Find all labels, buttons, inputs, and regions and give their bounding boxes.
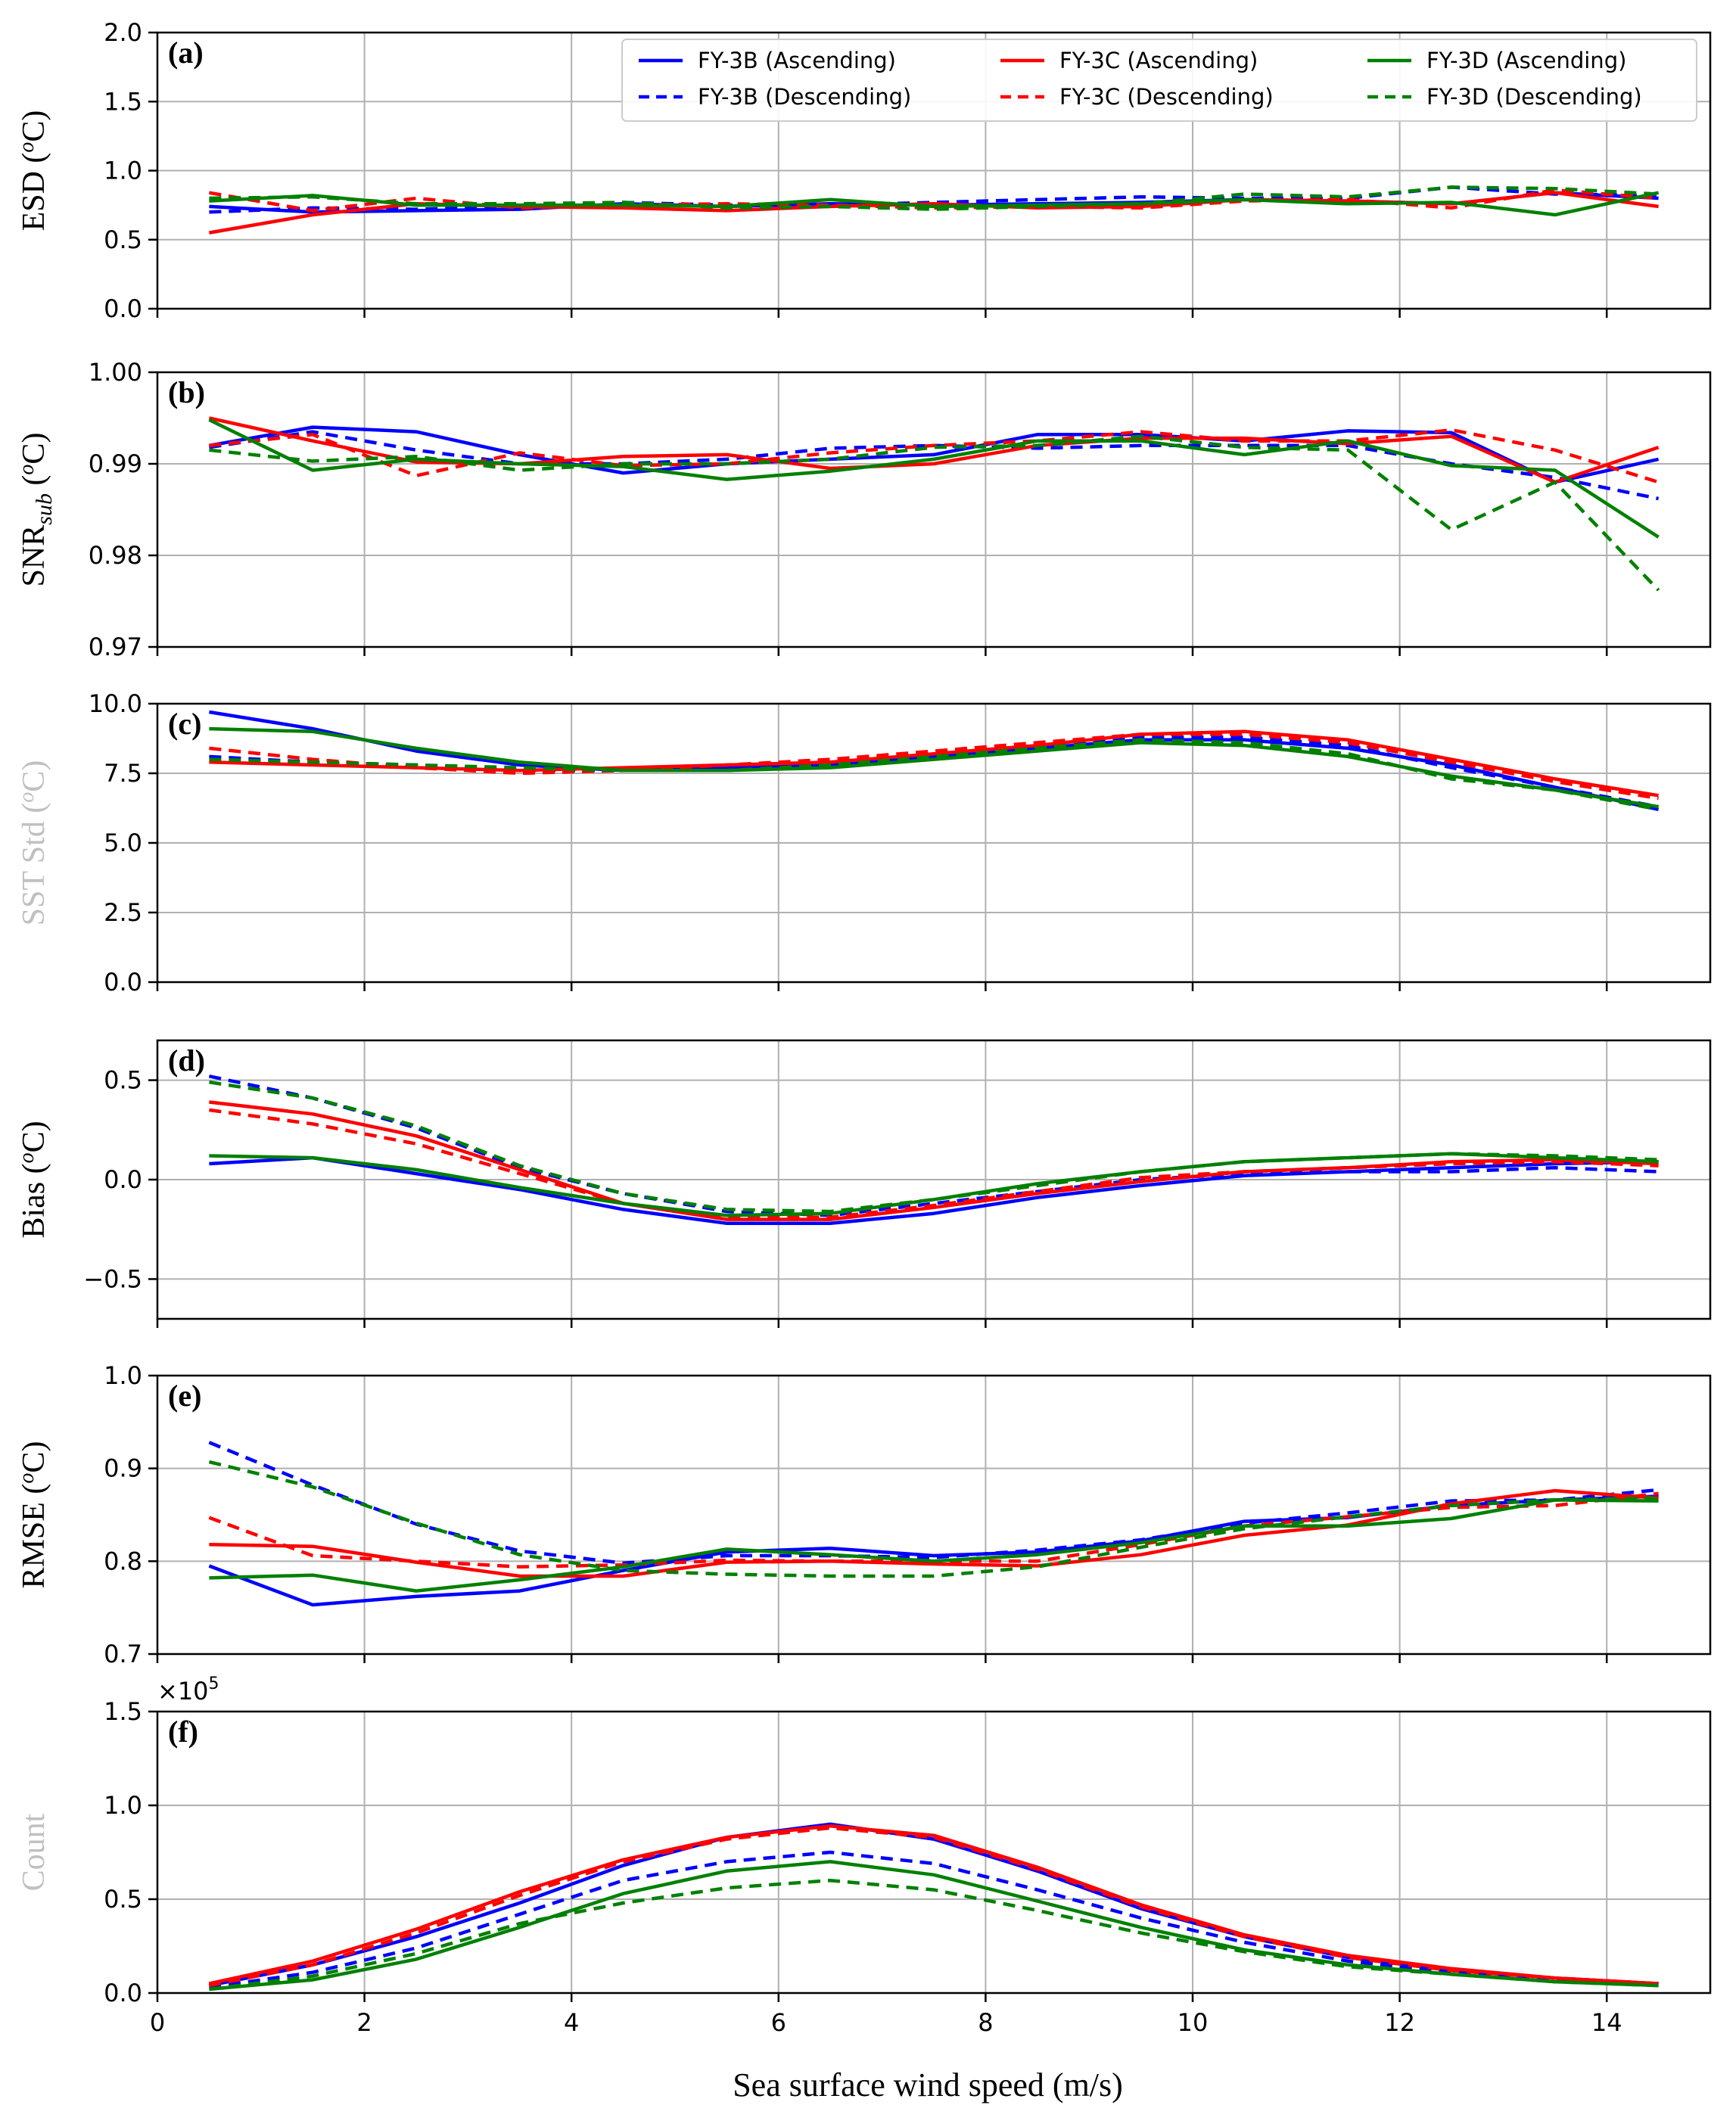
series-line-fy-3d-descending	[209, 738, 1660, 812]
y-tick-label: 0.9	[104, 1454, 142, 1483]
y-axis-title: SST Std (oC)	[15, 760, 51, 926]
y-tick-label: −0.5	[83, 1264, 142, 1293]
series-line-fy-3d-descending	[208, 1460, 1659, 1578]
y-axis-title: SNRsub (oC)	[15, 433, 57, 587]
panel-a: 0.0 0.5 1.0 1.5 2.0 (a) ESD (oC)	[15, 18, 1712, 323]
y-tick-label: 0.0	[104, 1979, 142, 2007]
y-tick-label: 0.0	[104, 968, 142, 997]
y-tick-label: 0.5	[104, 1885, 142, 1914]
panel-letter: (e)	[168, 1379, 201, 1413]
legend-label-fy-3c-ascending: FY-3C (Ascending)	[1059, 48, 1258, 73]
y-tick-label: 0.99	[89, 449, 142, 478]
y-tick-label: 1.5	[104, 87, 142, 116]
y-tick-label: 2.0	[104, 18, 142, 47]
panel-letter: (f)	[168, 1715, 198, 1749]
panel-d: −0.5 0.0 0.5 (d) Bias (oC)	[15, 1039, 1712, 1328]
series-line-fy-3b-descending	[209, 1850, 1659, 1989]
plot-frame	[156, 371, 1712, 648]
y-tick-label: 0.7	[104, 1640, 142, 1668]
legend-label-fy-3b-ascending: FY-3B (Ascending)	[698, 48, 896, 73]
y-tick-label: 1.0	[104, 157, 142, 185]
series-line-fy-3d-descending	[209, 1878, 1659, 1992]
y-tick-label: 1.00	[89, 358, 142, 387]
panel-c: 0.0 2.5 5.0 7.5 10.0 (c) SST Std (oC)	[15, 689, 1712, 997]
panel-e: 0.7 0.8 0.9 1.0 (e) RMSE (oC)	[15, 1361, 1712, 1668]
y-axis-title: RMSE (oC)	[15, 1441, 51, 1589]
y-tick-label: 2.5	[104, 898, 142, 927]
series-line-fy-3c-descending	[209, 188, 1659, 213]
y-tick-label: 0.5	[104, 225, 142, 254]
y-axis-title: Bias (oC)	[15, 1121, 51, 1238]
panels-layer: 0.00.51.01.52.0(a)ESD (oC)0.970.980.991.…	[15, 18, 1712, 2037]
plot-frame	[156, 1710, 1712, 1995]
y-tick-label: 0.8	[104, 1547, 142, 1575]
y-tick-label: 1.0	[104, 1361, 142, 1390]
x-tick-label: 4	[564, 2008, 579, 2037]
y-axis-title: Count	[17, 1813, 51, 1891]
y-axis-title: ESD (oC)	[15, 110, 51, 232]
series-line-fy-3d-descending	[209, 434, 1660, 592]
panel-b: 0.97 0.98 0.99 1.00 (b) SNRsub (oC)	[15, 358, 1712, 661]
legend-label-fy-3b-descending: FY-3B (Descending)	[698, 84, 911, 110]
y-tick-label: 5.0	[104, 829, 142, 857]
y-multiplier-label: ×105	[157, 1674, 219, 1705]
series-line-fy-3c-ascending	[208, 1824, 1659, 1985]
panel-letter: (a)	[168, 36, 204, 70]
panel-letter: (c)	[168, 707, 201, 741]
series-line-fy-3c-descending	[209, 428, 1660, 484]
x-tick-label: 14	[1591, 2008, 1622, 2037]
legend-label-fy-3d-ascending: FY-3D (Ascending)	[1426, 48, 1626, 73]
series-line-fy-3b-ascending	[209, 1155, 1659, 1226]
y-tick-label: 7.5	[104, 759, 142, 788]
x-tick-label: 8	[978, 2008, 993, 2037]
legend-label-fy-3c-descending: FY-3C (Descending)	[1059, 84, 1274, 110]
x-axis-title: Sea surface wind speed (m/s)	[733, 2066, 1123, 2103]
x-tick-label: 0	[150, 2008, 165, 2037]
y-tick-label: 0.0	[104, 1165, 142, 1194]
series-line-fy-3d-descending	[209, 185, 1659, 211]
y-tick-label: 0.5	[104, 1066, 142, 1095]
panel-letter: (b)	[168, 375, 205, 409]
panel-letter: (d)	[168, 1043, 205, 1077]
legend: FY-3B (Ascending) FY-3B (Descending) FY-3C…	[621, 39, 1697, 122]
legend-box	[621, 39, 1697, 122]
series-line-fy-3c-descending	[208, 1826, 1659, 1988]
series-line-fy-3d-ascending	[209, 1498, 1659, 1593]
y-tick-label: 10.0	[89, 689, 142, 718]
y-tick-label: 0.0	[104, 294, 142, 323]
panel-f: 0.0 0.5 1.0 1.5 0 2 4 6 8 10 12 14 (f) Count ×105	[17, 1674, 1712, 2037]
y-tick-label: 0.98	[89, 541, 142, 570]
y-tick-label: 1.0	[104, 1791, 142, 1820]
y-tick-label: 0.97	[89, 633, 142, 661]
series-line-fy-3b-descending	[208, 1074, 1659, 1217]
series-line-fy-3c-descending	[209, 732, 1659, 801]
legend-label-fy-3d-descending: FY-3D (Descending)	[1426, 84, 1642, 110]
series-line-fy-3b-descending	[208, 1441, 1659, 1566]
x-tick-label: 6	[771, 2008, 786, 2037]
plot-frame	[156, 1374, 1712, 1656]
x-tick-label: 10	[1178, 2008, 1209, 2037]
series-line-fy-3d-descending	[209, 1080, 1659, 1214]
x-tick-label: 2	[356, 2008, 372, 2037]
series-line-fy-3c-descending	[209, 1108, 1659, 1220]
y-tick-label: 1.5	[104, 1697, 142, 1726]
x-tick-label: 12	[1384, 2008, 1415, 2037]
